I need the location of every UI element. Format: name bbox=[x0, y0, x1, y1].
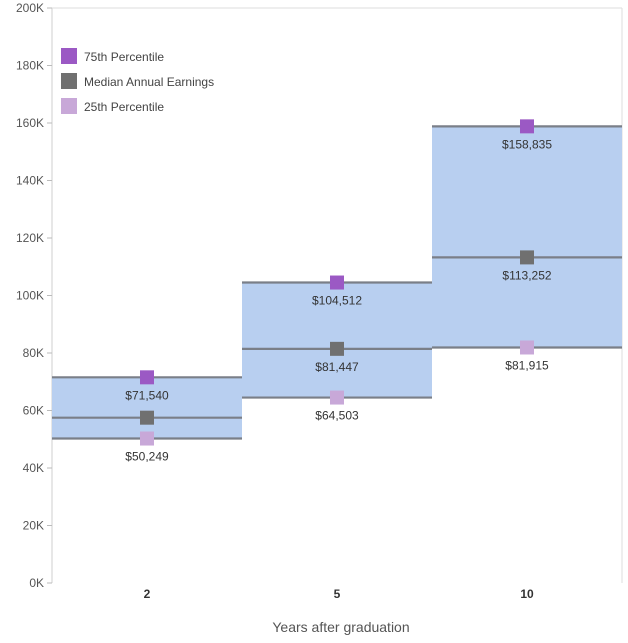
p25-data-label: $50,249 bbox=[125, 450, 169, 464]
y-tick-label: 80K bbox=[23, 346, 44, 360]
y-tick-label: 20K bbox=[23, 519, 44, 533]
markers-layer bbox=[140, 119, 534, 446]
median-data-label: $113,252 bbox=[502, 268, 551, 282]
x-category-label: 2 bbox=[144, 587, 151, 601]
legend: 75th Percentile Median Annual Earnings 25t… bbox=[61, 48, 214, 114]
y-tick-label: 100K bbox=[16, 289, 44, 303]
y-tick-label: 0K bbox=[29, 576, 44, 590]
p25-marker bbox=[140, 431, 154, 446]
y-tick-label: 200K bbox=[16, 1, 44, 15]
x-axis-title: Years after graduation bbox=[272, 619, 409, 635]
legend-label: 25th Percentile bbox=[84, 100, 164, 114]
y-tick-label: 160K bbox=[16, 116, 44, 130]
p75-data-label: $104,512 bbox=[312, 294, 362, 308]
x-category-label: 5 bbox=[334, 587, 341, 601]
y-tick-label: 120K bbox=[16, 231, 44, 245]
data-labels-layer: $71,540 $50,249 $104,512 $81,447 $64,503 $158… bbox=[125, 137, 552, 463]
p75-marker bbox=[140, 370, 154, 385]
p25-data-label: $81,915 bbox=[505, 358, 549, 372]
p25-marker bbox=[330, 390, 344, 405]
p25-data-label: $64,503 bbox=[315, 409, 359, 423]
legend-swatch bbox=[61, 73, 77, 89]
y-tick-label: 60K bbox=[23, 404, 44, 418]
earnings-band bbox=[432, 126, 622, 348]
legend-swatch bbox=[61, 98, 77, 114]
median-marker bbox=[520, 250, 534, 265]
p75-marker bbox=[330, 275, 344, 290]
median-marker bbox=[140, 410, 154, 425]
y-tick-label: 40K bbox=[23, 461, 44, 475]
p75-data-label: $158,835 bbox=[502, 137, 552, 151]
earnings-band bbox=[52, 377, 242, 439]
y-tick-label: 180K bbox=[16, 59, 44, 73]
earnings-band bbox=[242, 282, 432, 398]
p75-data-label: $71,540 bbox=[125, 388, 169, 402]
median-marker bbox=[330, 341, 344, 356]
bands-layer bbox=[52, 126, 622, 439]
legend-label: Median Annual Earnings bbox=[84, 75, 214, 89]
legend-label: 75th Percentile bbox=[84, 50, 164, 64]
p25-marker bbox=[520, 340, 534, 355]
x-category-label: 10 bbox=[520, 587, 534, 601]
legend-swatch bbox=[61, 48, 77, 64]
median-data-label: $81,447 bbox=[315, 360, 359, 374]
p75-marker bbox=[520, 119, 534, 134]
y-tick-label: 140K bbox=[16, 174, 44, 188]
